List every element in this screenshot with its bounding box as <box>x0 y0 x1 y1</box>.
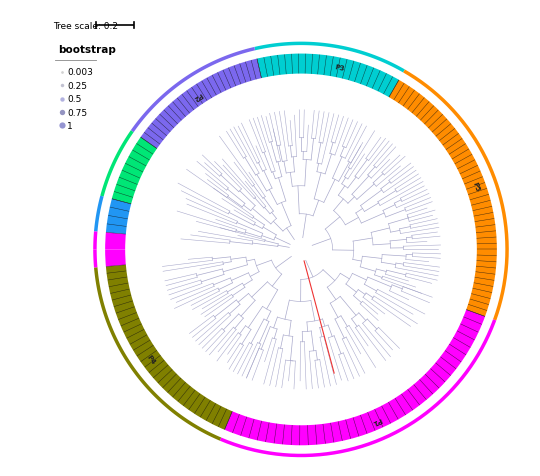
Point <box>57 96 66 103</box>
Text: P3: P3 <box>334 64 345 72</box>
Wedge shape <box>104 265 233 432</box>
Text: 1: 1 <box>68 122 73 130</box>
Text: P1: P1 <box>371 415 382 424</box>
Point <box>57 69 66 77</box>
Point <box>57 82 66 90</box>
Wedge shape <box>103 250 127 267</box>
Wedge shape <box>256 52 400 99</box>
Text: 0.5: 0.5 <box>68 95 82 104</box>
Point <box>57 122 66 130</box>
Point <box>57 109 66 117</box>
Text: bootstrap: bootstrap <box>58 45 116 55</box>
Text: 0.25: 0.25 <box>68 82 87 90</box>
Wedge shape <box>104 199 133 235</box>
Text: P4: P4 <box>145 353 156 365</box>
Circle shape <box>156 105 447 395</box>
Text: P2: P2 <box>191 91 202 101</box>
Text: 0.75: 0.75 <box>68 109 87 117</box>
Wedge shape <box>388 79 499 317</box>
Wedge shape <box>139 58 262 150</box>
Wedge shape <box>224 309 487 447</box>
Wedge shape <box>110 137 158 205</box>
Text: Tree scale: 0.2: Tree scale: 0.2 <box>53 22 118 30</box>
Text: 0.003: 0.003 <box>68 69 93 77</box>
Circle shape <box>295 244 307 256</box>
Wedge shape <box>103 233 127 250</box>
Text: P5: P5 <box>471 181 480 192</box>
